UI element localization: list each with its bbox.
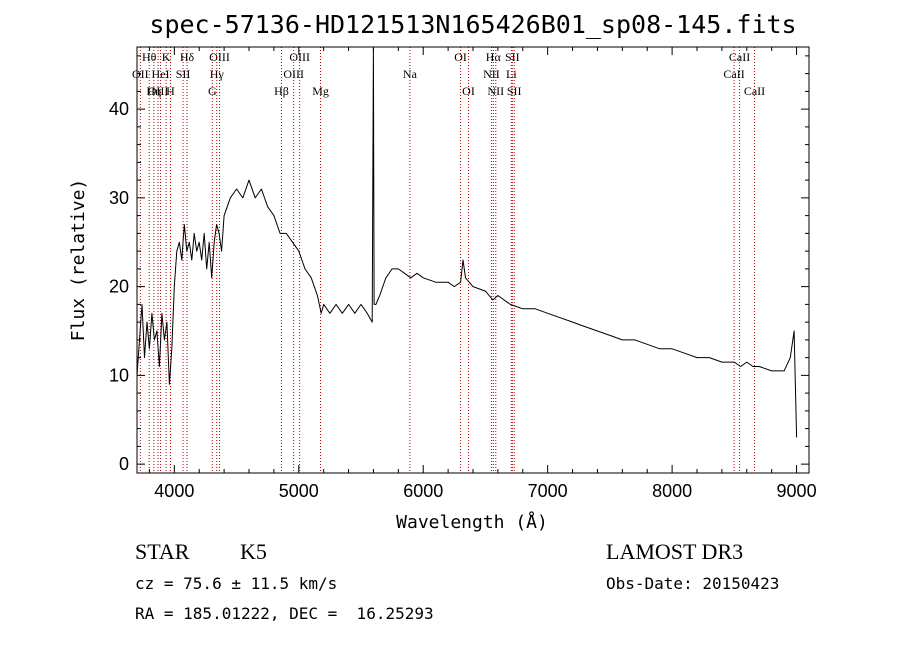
line-label: NII — [483, 67, 500, 81]
line-label: SII — [505, 50, 520, 64]
object-class: STAR — [135, 539, 190, 564]
chart-title: spec-57136-HD121513N165426B01_sp08-145.f… — [149, 10, 796, 39]
spectrum-series — [136, 46, 798, 438]
cz-value: cz = 75.6 ± 11.5 km/s — [135, 574, 338, 593]
plot-area — [136, 46, 798, 438]
x-tick-label: 7000 — [528, 481, 568, 501]
line-label: Na — [403, 67, 418, 81]
line-label: Hγ — [210, 67, 225, 81]
line-label: Hη — [146, 84, 161, 98]
line-label: Hβ — [274, 84, 289, 98]
y-tick-label: 40 — [109, 99, 129, 119]
axes: 4000 5000 6000 7000 8000 9000 0 10 20 30 40 — [109, 47, 817, 501]
line-label: OIII — [283, 67, 304, 81]
line-label: H — [166, 84, 175, 98]
x-tick-label: 8000 — [652, 481, 692, 501]
line-label: Mg — [312, 84, 329, 98]
line-label: K — [162, 50, 171, 64]
x-tick-label: 6000 — [403, 481, 443, 501]
line-label: SII — [507, 84, 522, 98]
line-label: CaII — [723, 67, 744, 81]
line-label: OI — [462, 84, 475, 98]
y-axis-label: Flux (relative) — [68, 179, 89, 342]
x-tick-label: 5000 — [279, 481, 319, 501]
obs-date: Obs-Date: 20150423 — [606, 574, 780, 593]
line-label: Hδ — [180, 50, 195, 64]
line-label: NII — [487, 84, 504, 98]
line-label: OIII — [209, 50, 230, 64]
y-tick-label: 20 — [109, 277, 129, 297]
ra-dec: RA = 185.01222, DEC = 16.25293 — [135, 604, 434, 623]
survey-label: LAMOST DR3 — [606, 539, 744, 564]
plot-frame — [136, 46, 810, 474]
y-tick-label: 30 — [109, 188, 129, 208]
y-tick-label: 0 — [119, 454, 129, 474]
line-label: Li — [506, 67, 517, 81]
line-label: HeI — [152, 67, 170, 81]
line-label: OIII — [289, 50, 310, 64]
line-label: Hθ — [142, 50, 157, 64]
line-label: SII — [176, 67, 191, 81]
line-label: Hα — [486, 50, 502, 64]
line-label: OIII — [148, 84, 169, 98]
line-label: CaII — [729, 50, 750, 64]
x-tick-label: 9000 — [777, 481, 817, 501]
line-label: G — [208, 84, 217, 98]
object-subclass: K5 — [240, 539, 267, 564]
line-label: CaII — [744, 84, 765, 98]
x-axis-label: Wavelength (Å) — [396, 511, 548, 533]
line-label: OI — [454, 50, 467, 64]
x-tick-label: 4000 — [154, 481, 194, 501]
y-tick-label: 10 — [109, 365, 129, 385]
